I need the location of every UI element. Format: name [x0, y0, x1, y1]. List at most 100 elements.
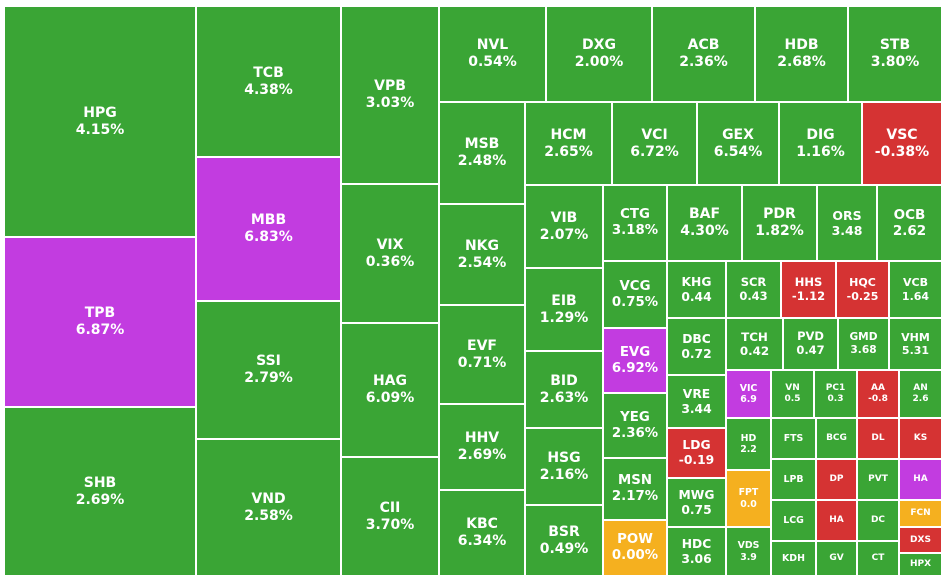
treemap-tile-lpb[interactable]: LPB — [771, 459, 816, 500]
treemap-tile-acb[interactable]: ACB 2.36% — [652, 6, 755, 102]
treemap-tile-fcn[interactable]: FCN — [899, 500, 942, 527]
treemap-tile-ha[interactable]: HA — [899, 459, 942, 500]
treemap-tile-hdc[interactable]: HDC 3.06 — [667, 527, 726, 576]
treemap-tile-dp[interactable]: DP — [816, 459, 857, 500]
tile-symbol: DXS — [910, 534, 931, 545]
treemap-tile-aa[interactable]: AA -0.8 — [857, 370, 899, 418]
treemap-tile-bsr[interactable]: BSR 0.49% — [525, 505, 603, 576]
tile-change: 2.36% — [611, 425, 659, 441]
treemap-tile-fts[interactable]: FTS — [771, 418, 816, 459]
treemap-tile-hqc[interactable]: HQC -0.25 — [836, 261, 889, 318]
treemap-tile-ha[interactable]: HA — [816, 500, 857, 541]
treemap-tile-vib[interactable]: VIB 2.07% — [525, 185, 603, 268]
tile-symbol: VPB — [374, 78, 406, 95]
treemap-tile-ors[interactable]: ORS 3.48 — [817, 185, 877, 261]
treemap-tile-hag[interactable]: HAG 6.09% — [341, 323, 439, 457]
treemap-tile-hd[interactable]: HD 2.2 — [726, 418, 771, 470]
treemap-tile-gmd[interactable]: GMD 3.68 — [838, 318, 889, 370]
tile-change: 2.07% — [539, 226, 589, 243]
treemap-tile-hhv[interactable]: HHV 2.69% — [439, 404, 525, 490]
treemap-tile-vsc[interactable]: VSC -0.38% — [862, 102, 942, 185]
treemap-tile-eib[interactable]: EIB 1.29% — [525, 268, 603, 351]
treemap-tile-shb[interactable]: SHB 2.69% — [4, 407, 196, 576]
treemap-tile-evf[interactable]: EVF 0.71% — [439, 305, 525, 404]
tile-symbol: VCI — [641, 126, 668, 143]
treemap-tile-scr[interactable]: SCR 0.43 — [726, 261, 781, 318]
tile-symbol: TCB — [253, 64, 284, 81]
treemap-tile-lcg[interactable]: LCG — [771, 500, 816, 541]
treemap-tile-bcg[interactable]: BCG — [816, 418, 857, 459]
treemap-tile-pc1[interactable]: PC1 0.3 — [814, 370, 857, 418]
treemap-tile-khg[interactable]: KHG 0.44 — [667, 261, 726, 318]
treemap-tile-pvt[interactable]: PVT — [857, 459, 899, 500]
treemap-tile-fpt[interactable]: FPT 0.0 — [726, 470, 771, 527]
treemap-tile-yeg[interactable]: YEG 2.36% — [603, 393, 667, 458]
treemap-tile-ldg[interactable]: LDG -0.19 — [667, 428, 726, 478]
treemap-tile-tpb[interactable]: TPB 6.87% — [4, 237, 196, 407]
treemap-tile-vci[interactable]: VCI 6.72% — [612, 102, 697, 185]
treemap-tile-an[interactable]: AN 2.6 — [899, 370, 942, 418]
treemap-tile-vcg[interactable]: VCG 0.75% — [603, 261, 667, 328]
treemap-tile-vic[interactable]: VIC 6.9 — [726, 370, 771, 418]
treemap-tile-ctg[interactable]: CTG 3.18% — [603, 185, 667, 261]
treemap-tile-vn[interactable]: VN 0.5 — [771, 370, 814, 418]
tile-symbol: VIB — [550, 209, 578, 226]
treemap-tile-mwg[interactable]: MWG 0.75 — [667, 478, 726, 527]
treemap-tile-ssi[interactable]: SSI 2.79% — [196, 301, 341, 439]
treemap-tile-dig[interactable]: DIG 1.16% — [779, 102, 862, 185]
treemap-tile-hcm[interactable]: HCM 2.65% — [525, 102, 612, 185]
tile-change: 4.30% — [680, 223, 729, 239]
tile-symbol: HCM — [550, 126, 587, 143]
treemap-tile-kbc[interactable]: KBC 6.34% — [439, 490, 525, 576]
tile-symbol: HDC — [681, 536, 712, 551]
tile-symbol: LCG — [783, 514, 804, 526]
treemap-tile-bid[interactable]: BID 2.63% — [525, 351, 603, 428]
treemap-tile-hhs[interactable]: HHS -1.12 — [781, 261, 836, 318]
treemap-tile-evg[interactable]: EVG 6.92% — [603, 328, 667, 393]
treemap-tile-gex[interactable]: GEX 6.54% — [697, 102, 779, 185]
tile-change: 0.75 — [681, 502, 712, 517]
treemap-tile-dc[interactable]: DC — [857, 500, 899, 541]
treemap-tile-nkg[interactable]: NKG 2.54% — [439, 204, 525, 305]
treemap-tile-tcb[interactable]: TCB 4.38% — [196, 6, 341, 157]
tile-change: 0.44 — [681, 289, 712, 304]
treemap-tile-tch[interactable]: TCH 0.42 — [726, 318, 783, 370]
treemap-tile-kdh[interactable]: KDH — [771, 541, 816, 576]
treemap-tile-vnd[interactable]: VND 2.58% — [196, 439, 341, 576]
treemap-tile-ocb[interactable]: OCB 2.62 — [877, 185, 942, 261]
treemap-tile-vds[interactable]: VDS 3.9 — [726, 527, 771, 576]
treemap-tile-hdb[interactable]: HDB 2.68% — [755, 6, 848, 102]
treemap-tile-hsg[interactable]: HSG 2.16% — [525, 428, 603, 505]
tile-symbol: DL — [871, 433, 885, 444]
treemap-tile-pow[interactable]: POW 0.00% — [603, 520, 667, 576]
tile-symbol: ORS — [832, 208, 862, 223]
treemap-tile-mbb[interactable]: MBB 6.83% — [196, 157, 341, 301]
treemap-tile-hpg[interactable]: HPG 4.15% — [4, 6, 196, 237]
treemap-tile-stb[interactable]: STB 3.80% — [848, 6, 942, 102]
treemap-tile-dbc[interactable]: DBC 0.72 — [667, 318, 726, 375]
treemap-tile-dxs[interactable]: DXS — [899, 527, 942, 553]
treemap-tile-cii[interactable]: CII 3.70% — [341, 457, 439, 576]
treemap-tile-pdr[interactable]: PDR 1.82% — [742, 185, 817, 261]
tile-symbol: VIC — [739, 382, 758, 394]
treemap-tile-msn[interactable]: MSN 2.17% — [603, 458, 667, 520]
treemap-tile-nvl[interactable]: NVL 0.54% — [439, 6, 546, 102]
treemap-tile-msb[interactable]: MSB 2.48% — [439, 102, 525, 204]
treemap-tile-baf[interactable]: BAF 4.30% — [667, 185, 742, 261]
treemap-tile-vix[interactable]: VIX 0.36% — [341, 184, 439, 323]
treemap-tile-dl[interactable]: DL — [857, 418, 899, 459]
tile-change: 2.62 — [892, 223, 927, 239]
treemap-tile-pvd[interactable]: PVD 0.47 — [783, 318, 838, 370]
treemap-tile-vpb[interactable]: VPB 3.03% — [341, 6, 439, 184]
treemap-tile-dxg[interactable]: DXG 2.00% — [546, 6, 652, 102]
treemap-tile-vhm[interactable]: VHM 5.31 — [889, 318, 942, 370]
treemap-tile-ct[interactable]: CT — [857, 541, 899, 576]
tile-change: 6.09% — [365, 390, 415, 406]
treemap-tile-gv[interactable]: GV — [816, 541, 857, 576]
tile-symbol: BAF — [688, 206, 721, 223]
treemap-tile-ks[interactable]: KS — [899, 418, 942, 459]
tile-symbol: HD — [740, 432, 757, 444]
treemap-tile-vre[interactable]: VRE 3.44 — [667, 375, 726, 428]
treemap-tile-vcb[interactable]: VCB 1.64 — [889, 261, 942, 318]
treemap-tile-hpx[interactable]: HPX — [899, 553, 942, 576]
